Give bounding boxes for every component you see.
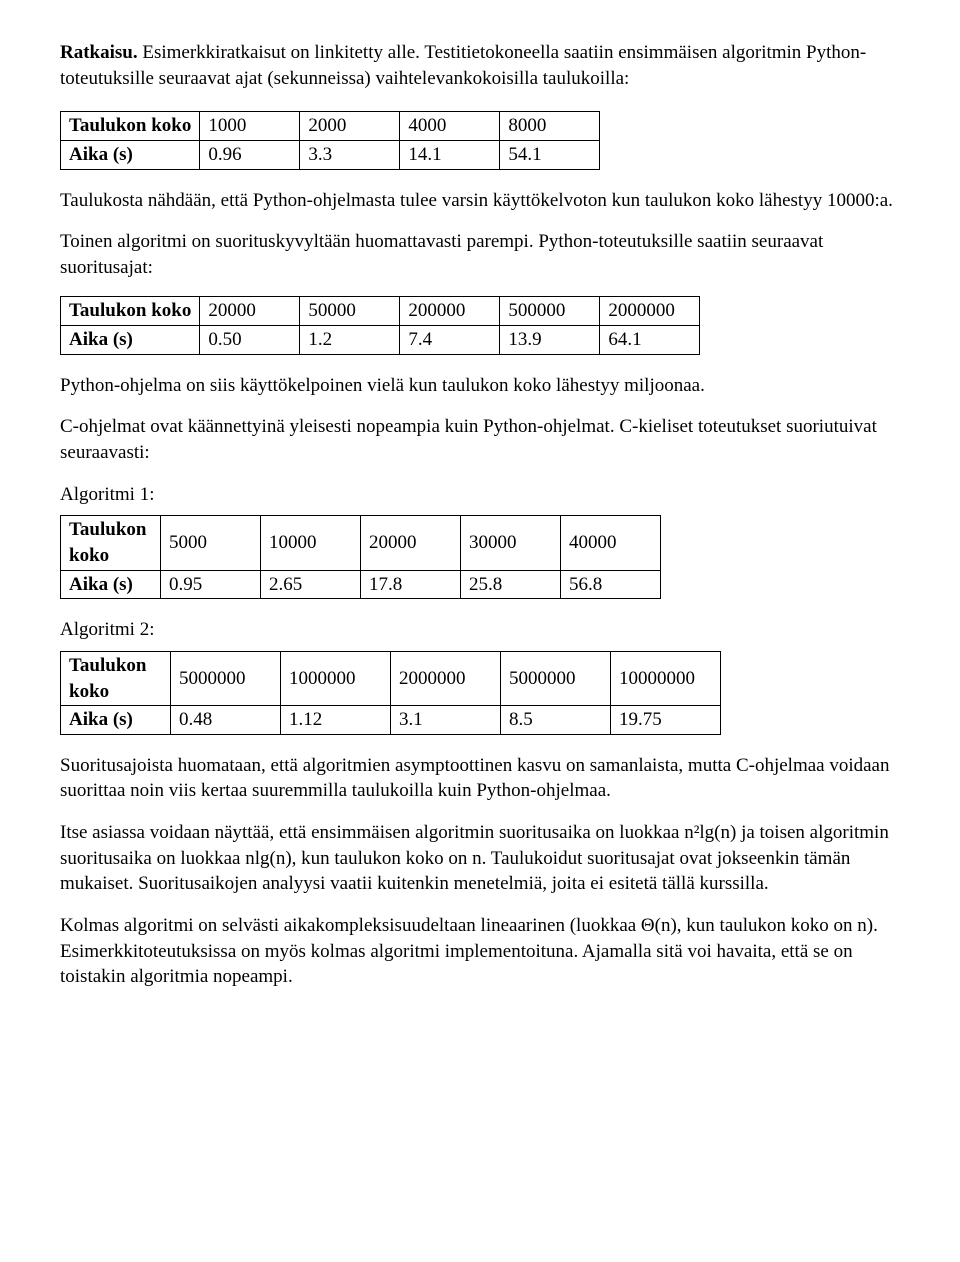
table-cell: 0.50 (200, 326, 300, 355)
paragraph: Kolmas algoritmi on selvästi aikakomplek… (60, 913, 900, 990)
table-cell: 20000 (200, 297, 300, 326)
table-cell: 5000000 (171, 651, 281, 705)
table-cell: 1000000 (281, 651, 391, 705)
table-cell: 500000 (500, 297, 600, 326)
table-cell: 200000 (400, 297, 500, 326)
table-row: Aika (s) 0.95 2.65 17.8 25.8 56.8 (61, 570, 661, 599)
paragraph: Toinen algoritmi on suorituskyvyltään hu… (60, 229, 900, 280)
paragraph: Itse asiassa voidaan näyttää, että ensim… (60, 820, 900, 897)
table-cell: 40000 (561, 516, 661, 570)
table-c-algo2: Taulukonkoko 5000000 1000000 2000000 500… (60, 651, 721, 735)
table-header: Taulukonkoko (61, 516, 161, 570)
table-cell: 50000 (300, 297, 400, 326)
table-cell: 1.12 (281, 706, 391, 735)
lead-rest: Esimerkkiratkaisut on linkitetty alle. T… (60, 42, 866, 89)
table-python-algo2: Taulukon koko 20000 50000 200000 500000 … (60, 296, 700, 354)
table-header: Taulukon koko (61, 297, 200, 326)
table-c-algo1: Taulukonkoko 5000 10000 20000 30000 4000… (60, 515, 661, 599)
table-cell: 17.8 (361, 570, 461, 599)
table-cell: 19.75 (611, 706, 721, 735)
table-cell: 0.96 (200, 140, 300, 169)
table-cell: 13.9 (500, 326, 600, 355)
table-cell: 5000 (161, 516, 261, 570)
table-cell: 0.95 (161, 570, 261, 599)
table-cell: 64.1 (600, 326, 700, 355)
table-cell: 54.1 (500, 140, 600, 169)
paragraph: Suoritusajoista huomataan, että algoritm… (60, 753, 900, 804)
table-row-label: Aika (s) (61, 140, 200, 169)
table-cell: 30000 (461, 516, 561, 570)
table-cell: 14.1 (400, 140, 500, 169)
table-cell: 5000000 (501, 651, 611, 705)
table-cell: 2.65 (261, 570, 361, 599)
table-cell: 10000 (261, 516, 361, 570)
table-cell: 3.3 (300, 140, 400, 169)
table-cell: 4000 (400, 112, 500, 141)
table-row: Taulukon koko 1000 2000 4000 8000 (61, 112, 600, 141)
table-cell: 3.1 (391, 706, 501, 735)
paragraph: Python-ohjelma on siis käyttökelpoinen v… (60, 373, 900, 399)
table-cell: 56.8 (561, 570, 661, 599)
table-row-label: Aika (s) (61, 706, 171, 735)
table-cell: 7.4 (400, 326, 500, 355)
table-header: Taulukonkoko (61, 651, 171, 705)
table-python-algo1: Taulukon koko 1000 2000 4000 8000 Aika (… (60, 111, 600, 169)
table-cell: 2000000 (391, 651, 501, 705)
lead-bold: Ratkaisu. (60, 42, 138, 63)
lead-paragraph: Ratkaisu. Esimerkkiratkaisut on linkitet… (60, 40, 900, 91)
table-row: Aika (s) 0.96 3.3 14.1 54.1 (61, 140, 600, 169)
table-cell: 2000000 (600, 297, 700, 326)
table-row: Aika (s) 0.48 1.12 3.1 8.5 19.75 (61, 706, 721, 735)
table-row: Taulukon koko 20000 50000 200000 500000 … (61, 297, 700, 326)
table-row-label: Aika (s) (61, 326, 200, 355)
table-cell: 10000000 (611, 651, 721, 705)
table-row-label: Aika (s) (61, 570, 161, 599)
table-header: Taulukon koko (61, 112, 200, 141)
table-cell: 0.48 (171, 706, 281, 735)
table-cell: 8.5 (501, 706, 611, 735)
algo2-label: Algoritmi 2: (60, 617, 900, 643)
table-row: Taulukonkoko 5000 10000 20000 30000 4000… (61, 516, 661, 570)
table-cell: 1000 (200, 112, 300, 141)
table-cell: 2000 (300, 112, 400, 141)
table-cell: 1.2 (300, 326, 400, 355)
table-cell: 20000 (361, 516, 461, 570)
table-cell: 8000 (500, 112, 600, 141)
paragraph: C-ohjelmat ovat käännettyinä yleisesti n… (60, 414, 900, 465)
table-row: Aika (s) 0.50 1.2 7.4 13.9 64.1 (61, 326, 700, 355)
table-cell: 25.8 (461, 570, 561, 599)
paragraph: Taulukosta nähdään, että Python-ohjelmas… (60, 188, 900, 214)
table-row: Taulukonkoko 5000000 1000000 2000000 500… (61, 651, 721, 705)
algo1-label: Algoritmi 1: (60, 482, 900, 508)
